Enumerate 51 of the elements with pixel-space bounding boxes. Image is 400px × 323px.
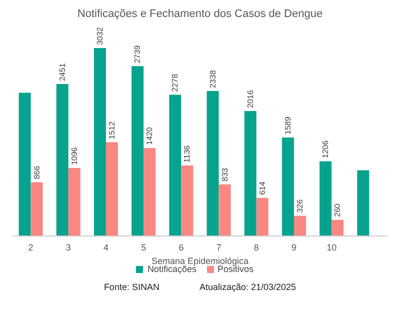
data-label: 1206 — [321, 140, 330, 158]
data-label: 2338 — [208, 70, 218, 88]
bar — [106, 142, 118, 236]
bar — [320, 161, 332, 236]
data-label: 2451 — [58, 62, 67, 82]
bar — [68, 168, 80, 236]
bar — [282, 137, 294, 236]
x-tick-label: 3 — [66, 242, 71, 252]
bar — [132, 66, 144, 236]
bar — [357, 170, 370, 236]
x-tick-label: 9 — [291, 242, 297, 252]
data-label: 326 — [295, 198, 304, 213]
bar — [30, 182, 43, 236]
data-label: 2739 — [133, 44, 142, 64]
data-label: 1136 — [182, 144, 192, 163]
chart-title: Notificações e Fechamento dos Casos de Dengue — [76, 8, 324, 20]
x-tick-label: 10 — [326, 242, 337, 252]
data-label: 1512 — [107, 120, 116, 140]
data-label: 833 — [220, 167, 230, 182]
data-label: 1096 — [70, 146, 79, 166]
text: Atualização: 21/03/2025 — [199, 282, 296, 292]
bar — [18, 92, 31, 236]
legend-label: Notificações — [147, 264, 196, 274]
bar — [56, 84, 68, 236]
bar — [206, 91, 219, 236]
x-tick-label: 6 — [178, 242, 184, 252]
data-label: 2278 — [170, 73, 180, 92]
data-label: 614 — [258, 181, 267, 195]
bar — [294, 216, 306, 236]
data-label: 866 — [32, 165, 42, 180]
x-axis-title: Semana Epidemiológica — [151, 256, 249, 266]
bar — [256, 198, 268, 236]
data-label: 3032 — [95, 26, 104, 45]
bar — [181, 166, 194, 236]
source-note: Fonte: SINAN — [104, 282, 160, 292]
bar — [244, 110, 256, 236]
legend-label: Positivos — [218, 264, 254, 274]
data-label: 2016 — [246, 90, 255, 108]
x-tick-label: 2 — [28, 242, 34, 252]
x-tick-label: 8 — [254, 242, 259, 252]
data-label: 1589 — [283, 116, 292, 134]
data-label: 1420 — [145, 126, 154, 145]
x-tick-label: 4 — [103, 242, 109, 252]
bar — [144, 148, 156, 236]
bar — [169, 94, 182, 236]
bar — [94, 48, 106, 236]
x-tick-label: 7 — [216, 242, 222, 252]
x-tick-label: 5 — [141, 242, 146, 252]
data-label: 260 — [333, 202, 342, 217]
bar — [332, 220, 344, 236]
bar — [218, 184, 231, 236]
